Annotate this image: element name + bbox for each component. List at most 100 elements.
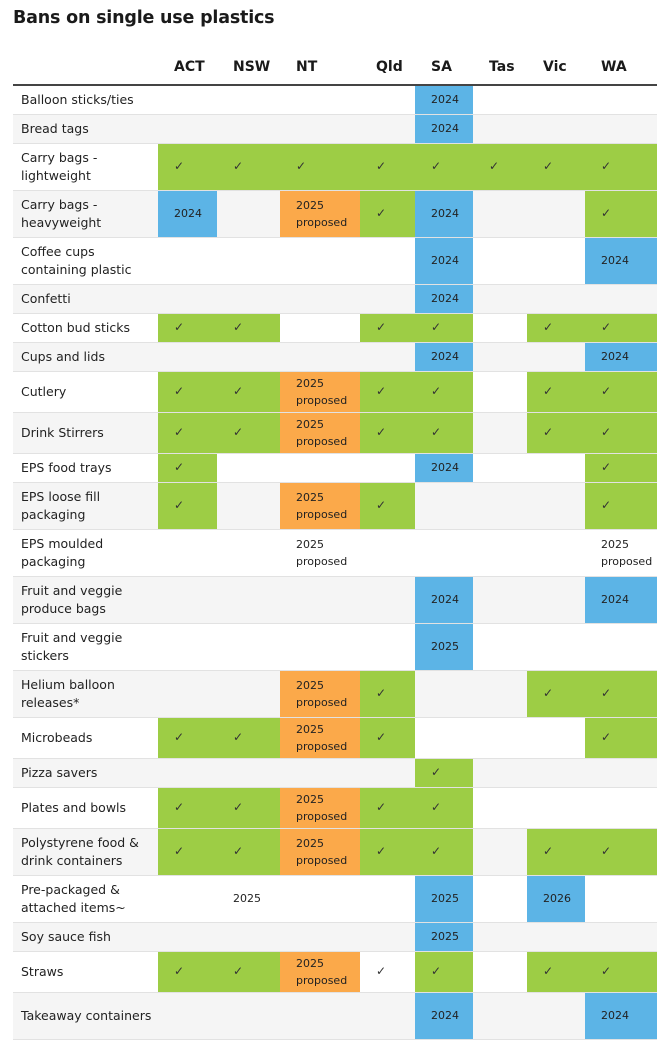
cell-act [158, 992, 217, 1040]
table-body: Balloon sticks/ties 2024 Bread tags 2024 Car… [13, 85, 657, 1040]
header-category [13, 50, 158, 86]
cell-nt: 2025 proposed [280, 717, 360, 759]
cell-text: 2025 proposed [296, 836, 348, 867]
cell-nsw [217, 482, 280, 530]
cell-nt [280, 114, 360, 144]
check-icon: ✓ [376, 384, 387, 398]
cell-vic: ✓ [527, 828, 585, 876]
cell-qld [360, 992, 415, 1040]
cell-qld [360, 284, 415, 314]
cell-text: 2026 [543, 892, 571, 905]
cell-act [158, 114, 217, 144]
cell-nt [280, 922, 360, 952]
cell-sa: 2024 [415, 190, 473, 238]
cell-tas [473, 482, 527, 530]
check-icon: ✓ [174, 964, 185, 978]
check-icon: ✓ [376, 320, 387, 334]
check-icon: ✓ [376, 800, 387, 814]
cell-wa [585, 758, 657, 788]
cell-wa: ✓ [585, 717, 657, 759]
cell-wa: ✓ [585, 670, 657, 718]
cell-vic: ✓ [527, 143, 585, 191]
cell-qld [360, 237, 415, 285]
table-row: Carry bags - lightweight ✓ ✓ ✓ ✓ ✓ ✓ ✓ ✓ [13, 143, 657, 191]
row-label: Coffee cups containing plastic [13, 237, 158, 285]
cell-wa: ✓ [585, 828, 657, 876]
table-row: Plates and bowls ✓ ✓ 2025 proposed ✓ ✓ [13, 787, 657, 829]
row-label: Bread tags [13, 114, 158, 144]
cell-text: 2024 [431, 207, 459, 220]
check-icon: ✓ [431, 320, 442, 334]
cell-wa: ✓ [585, 951, 657, 993]
cell-act: ✓ [158, 482, 217, 530]
check-icon: ✓ [601, 425, 612, 439]
cell-sa: 2025 [415, 623, 473, 671]
row-label: EPS moulded packaging [13, 529, 158, 577]
cell-sa: 2025 [415, 875, 473, 923]
check-icon: ✓ [174, 844, 185, 858]
cell-act [158, 284, 217, 314]
cell-tas [473, 922, 527, 952]
check-icon: ✓ [233, 320, 244, 334]
check-icon: ✓ [376, 964, 387, 978]
cell-qld: ✓ [360, 371, 415, 413]
check-icon: ✓ [601, 730, 612, 744]
cell-nt [280, 992, 360, 1040]
cell-tas [473, 717, 527, 759]
cell-act: 2024 [158, 190, 217, 238]
check-icon: ✓ [543, 159, 554, 173]
cell-nt [280, 453, 360, 483]
row-label: Straws [13, 951, 158, 993]
cell-text: 2025 proposed [296, 376, 348, 407]
cell-text: 2024 [431, 1009, 459, 1022]
cell-qld: ✓ [360, 787, 415, 829]
cell-sa [415, 717, 473, 759]
cell-text: 2025 [431, 640, 459, 653]
table-row: Cutlery ✓ ✓ 2025 proposed ✓ ✓ ✓ ✓ [13, 371, 657, 413]
cell-text: 2024 [431, 461, 459, 474]
cell-tas [473, 190, 527, 238]
cell-nt: 2025 proposed [280, 190, 360, 238]
row-label: Carry bags - heavyweight [13, 190, 158, 238]
cell-text: 2025 proposed [296, 417, 348, 448]
cell-vic [527, 529, 585, 577]
cell-text: 2025 proposed [296, 198, 348, 229]
check-icon: ✓ [376, 730, 387, 744]
check-icon: ✓ [601, 844, 612, 858]
table-row: Coffee cups containing plastic 2024 2024 [13, 237, 657, 285]
cell-nt [280, 85, 360, 115]
cell-text: 2024 [601, 1009, 629, 1022]
check-icon: ✓ [543, 320, 554, 334]
check-icon: ✓ [601, 159, 612, 173]
cell-qld [360, 114, 415, 144]
cell-act [158, 85, 217, 115]
cell-wa [585, 85, 657, 115]
cell-qld [360, 85, 415, 115]
check-icon: ✓ [543, 686, 554, 700]
header-row: ACT NSW NT Qld SA Tas Vic WA [13, 50, 657, 86]
cell-vic: ✓ [527, 670, 585, 718]
cell-nsw [217, 237, 280, 285]
cell-nsw: ✓ [217, 371, 280, 413]
cell-text: 2025 proposed [296, 490, 348, 521]
cell-tas [473, 787, 527, 829]
cell-qld [360, 453, 415, 483]
cell-sa: 2024 [415, 284, 473, 314]
cell-act [158, 875, 217, 923]
row-label: Fruit and veggie produce bags [13, 576, 158, 624]
cell-act: ✓ [158, 787, 217, 829]
table-row: Drink Stirrers ✓ ✓ 2025 proposed ✓ ✓ ✓ ✓ [13, 412, 657, 454]
row-label: Drink Stirrers [13, 412, 158, 454]
cell-act [158, 758, 217, 788]
check-icon: ✓ [376, 686, 387, 700]
check-icon: ✓ [233, 384, 244, 398]
row-label: EPS food trays [13, 453, 158, 483]
cell-nt: 2025 proposed [280, 412, 360, 454]
check-icon: ✓ [601, 384, 612, 398]
cell-tas [473, 284, 527, 314]
cell-qld: ✓ [360, 828, 415, 876]
cell-nt [280, 623, 360, 671]
cell-nt: 2025 proposed [280, 951, 360, 993]
cell-qld [360, 875, 415, 923]
row-label: Cutlery [13, 371, 158, 413]
